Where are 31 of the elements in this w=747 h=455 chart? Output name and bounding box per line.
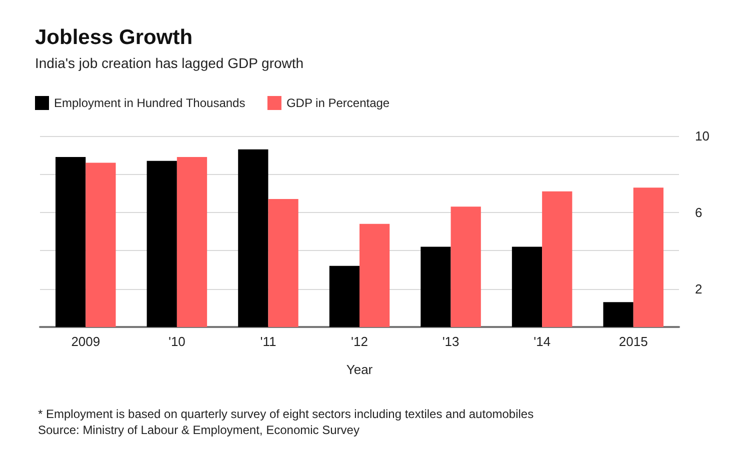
bar [86, 162, 116, 327]
y-tick-label: 6 [695, 204, 702, 220]
bar [512, 246, 542, 327]
bar [360, 224, 390, 327]
x-tick-label: '14 [534, 334, 551, 349]
x-tick-label: '11 [260, 334, 276, 349]
bar [268, 199, 298, 327]
bar [542, 191, 572, 327]
x-tick-label: '12 [351, 334, 368, 349]
bar [633, 188, 664, 327]
bar [56, 157, 86, 327]
bar [238, 149, 268, 327]
x-tick-label: 2015 [618, 334, 648, 349]
legend-label: GDP in Percentage [286, 96, 390, 110]
bar [329, 266, 360, 327]
x-axis-title: Year [346, 362, 374, 377]
bar [420, 246, 451, 327]
x-tick-label: '13 [442, 334, 460, 349]
y-tick-label: 2 [695, 281, 702, 296]
bar [603, 302, 634, 327]
bar [146, 160, 177, 327]
source-note: Source: Ministry of Labour & Employment, Economic Survey [38, 423, 360, 437]
chart-subtitle: India's job creation has lagged GDP growth [35, 55, 304, 71]
chart-title: Jobless Growth [35, 26, 193, 49]
x-tick-label: 2009 [71, 334, 100, 349]
bar [450, 206, 481, 327]
legend-label: Employment in Hundred Thousands [54, 96, 246, 110]
x-tick-label: '10 [168, 334, 186, 349]
bar [176, 157, 208, 327]
text: * Employment is based on quarterly survey of eight sectors including textiles and automobiles [38, 407, 534, 421]
y-tick-label: 10 [695, 128, 710, 144]
